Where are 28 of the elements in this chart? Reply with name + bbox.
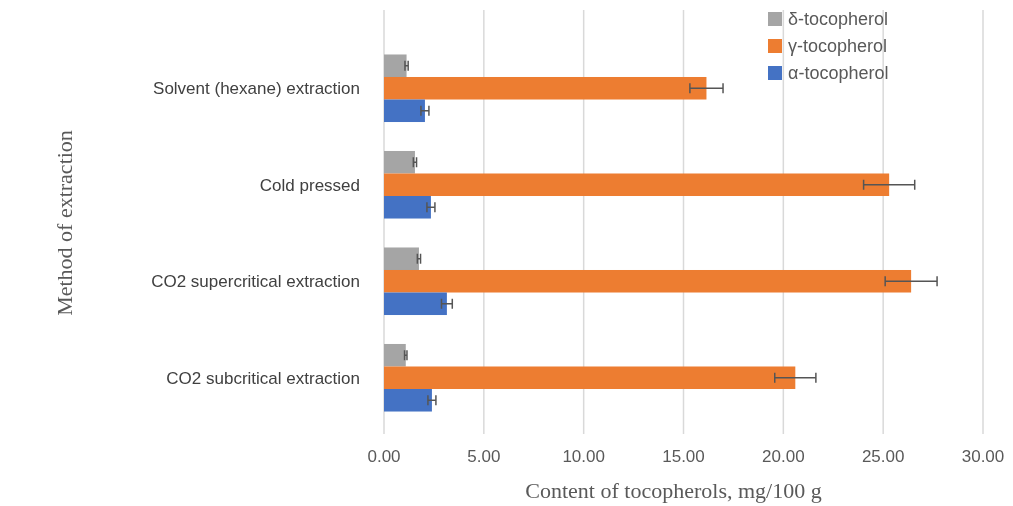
bar xyxy=(384,366,796,390)
bar xyxy=(384,54,407,77)
bar xyxy=(384,343,406,367)
y-axis-title: Method of extraction xyxy=(52,130,77,316)
bar xyxy=(384,269,912,293)
y-tick-label: CO2 supercritical extraction xyxy=(151,272,360,292)
bar xyxy=(384,150,415,174)
x-tick-label: 0.00 xyxy=(367,447,401,466)
bar xyxy=(384,247,419,270)
y-tick-label: Cold pressed xyxy=(259,175,360,195)
y-tick-label: CO2 subcritical extraction xyxy=(166,368,360,388)
bar xyxy=(384,196,431,219)
bar xyxy=(384,292,447,316)
bar xyxy=(384,173,890,197)
y-tick-label: Solvent (hexane) extraction xyxy=(153,79,360,99)
x-tick-label: 15.00 xyxy=(662,447,705,466)
legend-label: δ-tocopherol xyxy=(788,9,889,29)
legend-label: γ-tocopherol xyxy=(788,36,888,56)
bar xyxy=(384,76,707,100)
legend-label: α-tocopherol xyxy=(788,63,889,83)
x-tick-label: 10.00 xyxy=(562,447,605,466)
bar xyxy=(384,389,432,412)
x-tick-label: 20.00 xyxy=(762,447,805,466)
x-tick-label: 25.00 xyxy=(861,447,905,466)
bar xyxy=(384,99,425,123)
x-axis-title: Content of tocopherols, mg/100 g xyxy=(525,478,822,503)
x-tick-label: 5.00 xyxy=(467,447,501,466)
x-tick-label: 30.00 xyxy=(961,447,1005,466)
